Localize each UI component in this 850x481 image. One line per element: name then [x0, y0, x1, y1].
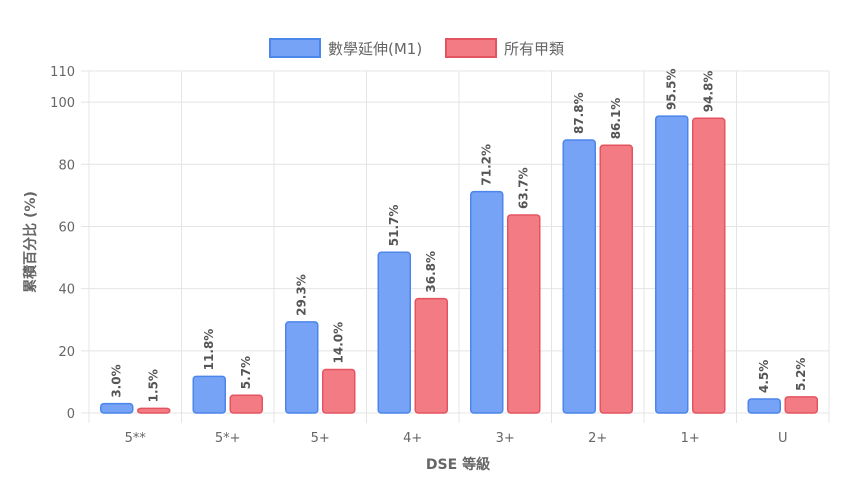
bar-value-label: 63.7%: [517, 167, 531, 209]
bar-value-label: 3.0%: [110, 364, 124, 397]
bar-value-label: 5.2%: [794, 358, 808, 391]
bar-m1-5**[interactable]: [100, 402, 134, 414]
legend-swatch-m1[interactable]: [269, 38, 321, 58]
y-tick-label: 0: [67, 407, 75, 422]
bar-all-category-a-5**[interactable]: [137, 407, 171, 414]
y-tick-label: 100: [50, 96, 75, 111]
x-tick-label: 5**: [125, 431, 147, 446]
bar-value-label: 14.0%: [332, 322, 346, 364]
y-tick-label: 80: [58, 158, 75, 173]
bar-value-label: 5.7%: [239, 356, 253, 389]
y-axis-title: 累積百分比 (%): [22, 191, 39, 293]
legend-label-all-category-a[interactable]: 所有甲類: [504, 40, 564, 58]
x-tick-label: 4+: [403, 431, 422, 446]
bar-value-label: 1.5%: [147, 369, 161, 402]
bar-all-category-a-4+[interactable]: [414, 297, 448, 414]
y-tick-label: 20: [58, 345, 75, 360]
bar-m1-U[interactable]: [747, 398, 781, 414]
y-axis-ticks: 0 20 40 60 80 100 110: [50, 65, 75, 422]
bar-value-label: 11.8%: [202, 329, 216, 371]
bar-value-label: 29.3%: [295, 274, 309, 316]
bar-all-category-a-5*+[interactable]: [229, 394, 263, 414]
bar-m1-3+[interactable]: [470, 190, 504, 414]
bar-m1-5*+[interactable]: [192, 375, 226, 414]
x-axis-ticks: 5** 5*+ 5+ 4+ 3+ 2+ 1+ U: [125, 431, 788, 446]
bar-all-category-a-3+[interactable]: [507, 214, 541, 414]
bar-all-category-a-1+[interactable]: [692, 117, 726, 414]
x-tick-label: 3+: [496, 431, 515, 446]
bar-value-label: 95.5%: [665, 68, 679, 110]
x-axis-title: DSE 等級: [426, 456, 490, 473]
bar-value-label: 51.7%: [387, 205, 401, 247]
bar-m1-2+[interactable]: [562, 139, 596, 414]
y-tick-label: 60: [58, 220, 75, 235]
bar-value-label: 71.2%: [480, 144, 494, 186]
bar-all-category-a-U[interactable]: [784, 396, 818, 414]
bar-value-label: 4.5%: [757, 360, 771, 393]
legend: 數學延伸(M1) 所有甲類: [269, 38, 564, 58]
legend-swatch-all-category-a[interactable]: [445, 38, 497, 58]
bar-value-label: 94.8%: [702, 71, 716, 113]
bar-labels: 3.0% 11.8% 29.3% 51.7% 71.2% 87.8% 95.5% 4.5% 1.…: [110, 68, 809, 402]
bar-value-label: 87.8%: [572, 92, 586, 134]
x-tick-label: U: [778, 431, 788, 446]
legend-label-m1[interactable]: 數學延伸(M1): [328, 40, 422, 58]
x-tick-label: 5+: [311, 431, 330, 446]
bar-m1-1+[interactable]: [655, 115, 689, 414]
bar-all-category-a-5+[interactable]: [322, 368, 356, 414]
x-tick-label: 2+: [588, 431, 607, 446]
bar-all-category-a-2+[interactable]: [599, 144, 633, 414]
bar-m1-5+[interactable]: [285, 321, 319, 414]
bars: [100, 115, 818, 414]
y-tick-label: 40: [58, 283, 75, 298]
bar-m1-4+[interactable]: [377, 251, 411, 414]
bar-value-label: 86.1%: [609, 98, 623, 140]
x-tick-label: 1+: [681, 431, 700, 446]
bar-value-label: 36.8%: [424, 251, 438, 293]
gridlines: [81, 70, 830, 423]
y-tick-label: 110: [50, 65, 75, 80]
x-tick-label: 5*+: [215, 431, 241, 446]
